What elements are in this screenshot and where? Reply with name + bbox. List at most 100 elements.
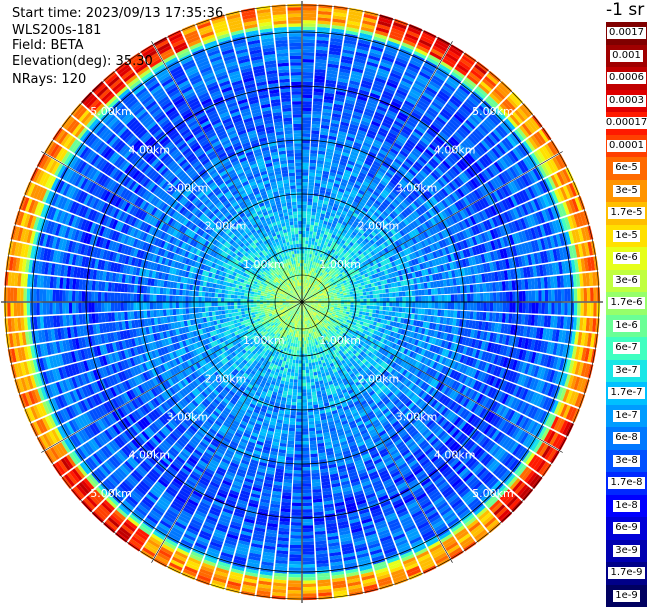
ppi-gate-cell [407,94,418,103]
ppi-gate-cell [397,51,411,59]
ppi-gate-cell [314,238,319,243]
ppi-gate-cell [444,294,448,302]
ppi-gate-cell [468,247,474,257]
ppi-gate-cell [444,271,450,279]
ppi-gate-cell [437,257,443,265]
ppi-gate-cell [333,183,340,188]
ppi-gate-cell [341,155,349,161]
ppi-gate-cell [317,297,321,299]
ppi-gate-cell [558,358,565,371]
ppi-gate-cell [304,259,307,264]
ppi-gate-cell [461,103,473,114]
ppi-gate-cell [363,111,374,118]
ppi-gate-cell [435,69,448,79]
ppi-gate-cell [333,103,344,109]
ppi-gate-cell [302,120,311,125]
ppi-gate-cell [320,307,324,309]
ppi-gate-cell [332,206,338,212]
ppi-gate-cell [302,237,306,241]
ppi-gate-cell [387,194,395,201]
ppi-gate-cell [406,267,412,274]
ppi-gate-cell [311,130,320,135]
ppi-gate-cell [392,297,396,302]
ppi-gate-cell [407,27,422,36]
ppi-gate-cell [311,208,317,213]
ppi-gate-cell [318,10,332,16]
ppi-gate-cell [355,51,368,58]
ppi-gate-cell [377,239,384,245]
ppi-gate-cell [318,299,322,301]
ppi-gate-cell [579,273,584,287]
ppi-gate-cell [427,219,434,228]
ppi-gate-cell [310,296,314,299]
ppi-gate-cell [456,87,469,98]
ppi-gate-cell [414,80,427,89]
ppi-gate-cell [397,281,402,287]
ppi-gate-cell [382,293,387,298]
ppi-gate-cell [323,99,334,104]
ppi-gate-cell [418,296,422,302]
ppi-gate-cell [471,112,483,123]
ppi-gate-cell [325,238,330,243]
ppi-gate-cell [482,331,488,341]
ppi-gate-cell [483,137,493,149]
ppi-gate-cell [404,226,411,233]
ppi-gate-cell [421,65,435,75]
ppi-gate-cell [317,153,325,158]
ppi-gate-cell [491,163,500,175]
ppi-gate-cell [336,252,341,257]
ppi-gate-cell [311,241,315,245]
ppi-gate-cell [336,261,341,266]
ppi-gate-cell [308,234,313,238]
ppi-gate-cell [302,39,315,44]
ppi-gate-cell [337,229,343,235]
ppi-gate-cell [515,206,523,218]
ppi-gate-cell [302,107,312,112]
ppi-gate-cell [530,278,535,290]
ppi-gate-cell [553,189,562,203]
ppi-gate-cell [414,314,418,320]
ppi-gate-cell [549,356,556,369]
ppi-gate-cell [360,295,364,299]
ppi-gate-cell [351,189,358,196]
ppi-gate-cell [309,169,316,174]
ppi-gate-cell [332,18,346,24]
ppi-gate-cell [439,332,445,340]
ppi-gate-cell [353,302,358,305]
ppi-gate-cell [389,306,393,312]
ppi-gate-cell [378,289,383,294]
ppi-gate-cell [454,66,467,77]
ppi-gate-cell [380,243,387,249]
ppi-gate-cell [568,360,575,374]
ppi-gate-cell [383,49,397,57]
ppi-gate-cell [357,283,362,287]
ppi-gate-cell [307,201,313,206]
ppi-gate-cell [504,198,512,210]
ppi-gate-cell [393,95,405,103]
ppi-gate-cell [332,159,340,165]
ppi-gate-cell [349,123,359,130]
ppi-gate-cell [492,261,498,271]
ppi-gate-cell [517,231,525,243]
ppi-gate-cell [325,79,337,85]
ppi-gate-cell [315,258,319,263]
ppi-gate-cell [437,164,447,174]
ppi-gate-cell [350,304,354,308]
ppi-gate-cell [305,269,307,274]
ppi-gate-cell [321,180,328,185]
ppi-gate-cell [429,80,441,90]
ppi-gate-cell [496,159,506,171]
ppi-gate-cell [542,194,550,208]
ppi-gate-cell [305,240,309,244]
ppi-gate-cell [334,300,338,302]
ppi-gate-cell [319,272,323,276]
ppi-gate-cell [447,100,459,111]
ppi-gate-cell [342,148,351,154]
ppi-gate-cell [483,242,490,252]
ppi-gate-cell [380,164,389,172]
ppi-gate-cell [547,176,557,190]
ppi-gate-cell [345,289,350,293]
ppi-gate-cell [355,287,360,291]
ppi-gate-cell [508,94,521,107]
ppi-gate-cell [426,109,437,119]
